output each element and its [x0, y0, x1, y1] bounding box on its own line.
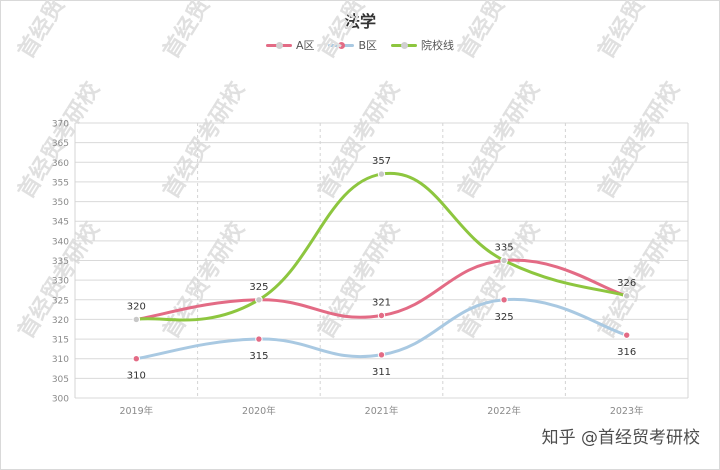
data-point-b-4 [623, 331, 631, 339]
y-tick-label-1: 305 [52, 375, 69, 385]
legend-swatch-school [391, 41, 418, 49]
legend-item-b[interactable]: B区 [328, 37, 377, 53]
legend-swatch-a [265, 41, 292, 49]
data-point-school-2 [377, 170, 386, 178]
data-label-a-3: 335 [495, 243, 514, 254]
y-tick-label-9: 345 [52, 218, 69, 228]
data-point-school-1 [255, 296, 263, 304]
data-point-b-3 [500, 296, 508, 304]
diagonal-watermark-2: 首经贸考研校 [313, 0, 406, 63]
diagonal-watermark-6: 首经贸考研校 [158, 77, 251, 204]
legend-label-b: B区 [358, 39, 378, 52]
data-point-school-0 [132, 315, 141, 324]
data-label-school-4: 326 [617, 278, 636, 289]
x-tick-label-4: 2023年 [610, 405, 644, 417]
legend-swatch-b [328, 41, 355, 49]
watermark-text: 知乎 @首经贸考研校 [541, 428, 700, 448]
y-tick-label-3: 315 [52, 336, 69, 346]
data-point-school-3 [500, 256, 508, 265]
diagonal-watermark-0: 首经贸考研校 [13, 0, 106, 63]
y-tick-label-8: 340 [52, 237, 69, 247]
y-tick-label-13: 365 [52, 139, 69, 149]
data-label-b-3: 325 [495, 312, 514, 323]
legend-item-a[interactable]: A区 [265, 37, 315, 53]
diagonal-watermark-4: 首经贸考研校 [593, 0, 686, 63]
y-tick-label-10: 350 [52, 198, 69, 208]
x-tick-label-0: 2019年 [119, 405, 153, 417]
legend-dot-b [338, 41, 346, 49]
data-label-b-2: 311 [372, 367, 391, 378]
y-tick-label-6: 330 [52, 277, 69, 287]
y-tick-label-12: 360 [52, 159, 69, 169]
y-tick-label-5: 325 [52, 296, 69, 306]
data-point-school-4 [623, 292, 631, 300]
chart-title: 法学 [343, 12, 376, 31]
data-point-b-0 [132, 355, 141, 363]
y-tick-label-0: 300 [52, 395, 69, 405]
data-label-b-1: 315 [249, 351, 268, 362]
data-point-b-1 [255, 335, 263, 343]
data-label-school-1: 325 [249, 282, 268, 293]
y-tick-label-2: 310 [52, 355, 69, 365]
data-point-b-2 [377, 351, 386, 359]
legend-item-school[interactable]: 院校线 [391, 37, 454, 53]
data-label-b-0: 310 [127, 371, 146, 382]
legend-dot-school [401, 41, 409, 49]
y-tick-label-11: 355 [52, 178, 69, 188]
x-tick-label-2: 2021年 [365, 405, 399, 417]
legend-label-school: 院校线 [421, 39, 455, 52]
diagonal-watermark-1: 首经贸考研校 [158, 0, 251, 63]
legend-label-a: A区 [295, 39, 315, 52]
data-label-school-2: 357 [372, 156, 391, 167]
legend-dot-a [275, 41, 283, 49]
diagonal-watermark-3: 首经贸考研校 [453, 0, 546, 63]
x-tick-label-1: 2020年 [242, 405, 276, 417]
diagonal-watermark-9: 首经贸考研校 [593, 77, 686, 204]
y-tick-label-14: 370 [52, 120, 69, 130]
data-point-a-2 [377, 311, 386, 320]
data-label-a-2: 321 [372, 298, 391, 309]
data-label-a-0: 320 [127, 301, 146, 312]
x-tick-label-3: 2022年 [487, 405, 521, 417]
data-label-b-4: 316 [617, 347, 636, 358]
diagonal-watermark-8: 首经贸考研校 [453, 77, 546, 204]
y-tick-label-4: 320 [52, 316, 69, 326]
chart-legend: A区 B区 院校线 [0, 37, 720, 53]
y-tick-label-7: 335 [52, 257, 69, 267]
